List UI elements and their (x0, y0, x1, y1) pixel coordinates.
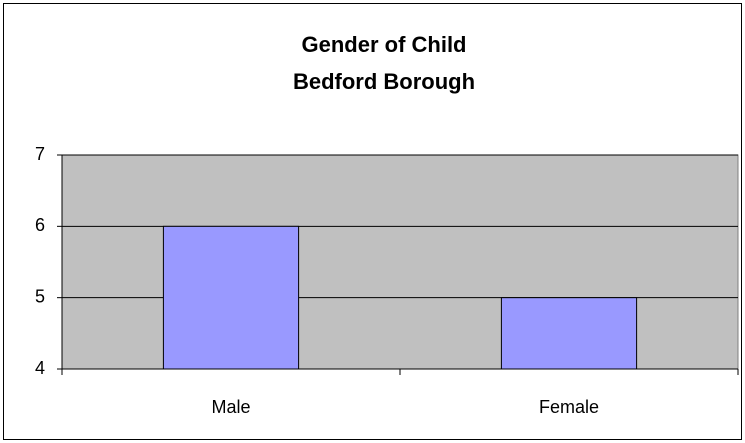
bar (500, 297, 638, 370)
x-tick-label: Male (211, 397, 250, 417)
chart-title: Gender of Child (302, 32, 467, 57)
bar (162, 225, 300, 370)
chart-subtitle: Bedford Borough (293, 69, 475, 94)
y-tick-label: 7 (35, 144, 45, 164)
y-tick-label: 6 (35, 215, 45, 235)
y-tick-label: 5 (35, 286, 45, 306)
y-tick-label: 4 (35, 358, 45, 378)
x-tick-label: Female (539, 397, 599, 417)
